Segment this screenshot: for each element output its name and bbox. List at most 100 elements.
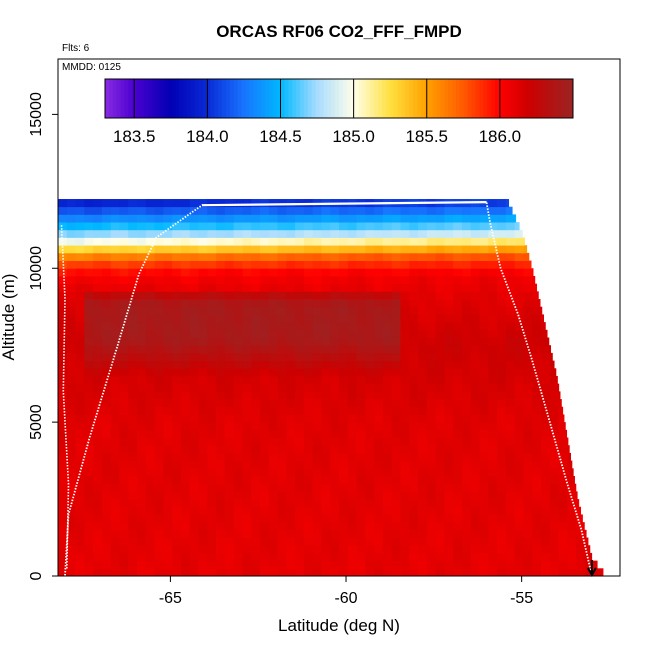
heatmap-cell [268, 322, 278, 331]
heatmap-cell [101, 529, 112, 538]
heatmap-cell [488, 483, 498, 492]
heatmap-cell [514, 514, 524, 523]
heatmap-cell [242, 568, 252, 577]
colorbar-swatch [128, 79, 133, 118]
heatmap-cell [374, 514, 384, 523]
heatmap-cell [128, 552, 138, 562]
heatmap-cell [470, 468, 480, 477]
heatmap-cell [145, 491, 155, 500]
heatmap-cell [295, 437, 305, 446]
heatmap-cell [356, 514, 366, 523]
heatmap-cell [198, 383, 208, 392]
heatmap-cell [145, 360, 155, 369]
heatmap-cell [172, 375, 182, 385]
heatmap-cell [312, 283, 322, 292]
heatmap-cell [251, 260, 261, 269]
heatmap-cell [382, 483, 393, 492]
heatmap-cell [66, 252, 76, 261]
heatmap-cell [549, 452, 559, 461]
heatmap-cell [84, 245, 94, 254]
heatmap-cell [128, 406, 138, 415]
heatmap-cell [321, 275, 331, 285]
heatmap-cell [339, 299, 349, 308]
heatmap-cell [558, 468, 568, 477]
heatmap-cell [321, 252, 331, 261]
heatmap-cell [374, 475, 384, 485]
heatmap-cell [461, 299, 472, 308]
heatmap-cell [365, 568, 375, 577]
heatmap-cell [540, 422, 551, 431]
heatmap-cell [444, 506, 454, 515]
heatmap-cell [66, 560, 76, 569]
heatmap-cell [84, 514, 94, 523]
heatmap-cell [180, 429, 191, 438]
heatmap-cell [461, 475, 472, 485]
heatmap-cell [470, 252, 480, 261]
heatmap-cell [461, 337, 472, 346]
heatmap-cell [470, 375, 480, 385]
heatmap-cell [435, 422, 445, 431]
heatmap-cell [321, 506, 331, 515]
heatmap-cell [505, 468, 516, 477]
heatmap-cell [154, 491, 164, 500]
heatmap-cell [128, 322, 138, 331]
heatmap-cell [286, 268, 296, 277]
heatmap-cell [137, 491, 147, 500]
heatmap-cell [180, 352, 191, 361]
heatmap-cell [259, 222, 270, 231]
heatmap-cell [339, 375, 349, 385]
heatmap-cell [444, 260, 454, 269]
colorbar-swatch [456, 79, 461, 118]
heatmap-cell [576, 552, 586, 562]
heatmap-cell [259, 237, 270, 246]
heatmap-cell [453, 252, 463, 261]
heatmap-cell [391, 375, 401, 385]
heatmap-cell [382, 206, 393, 215]
heatmap-cell [330, 568, 340, 577]
heatmap-cell [444, 352, 454, 361]
x-tick-label: -60 [334, 590, 357, 607]
heatmap-cell [66, 545, 76, 554]
heatmap-cell [479, 452, 489, 461]
heatmap-cell [163, 537, 173, 546]
heatmap-cell [242, 283, 252, 292]
heatmap-cell [321, 491, 331, 500]
heatmap-cell [312, 552, 322, 562]
heatmap-cell [374, 375, 384, 385]
heatmap-cell [435, 437, 445, 446]
heatmap-cell [453, 452, 463, 461]
heatmap-cell [567, 522, 577, 531]
heatmap-cell [461, 499, 472, 508]
heatmap-cell [488, 560, 498, 569]
heatmap-cell [251, 506, 261, 515]
heatmap-cell [216, 452, 226, 461]
heatmap-cell [251, 383, 261, 392]
heatmap-cell [145, 245, 155, 254]
heatmap-cell [93, 483, 103, 492]
heatmap-cell [330, 283, 340, 292]
heatmap-cell [154, 199, 164, 208]
heatmap-cell [75, 329, 85, 338]
heatmap-cell [488, 306, 498, 315]
heatmap-cell [233, 260, 243, 269]
heatmap-cell [295, 552, 305, 562]
heatmap-cell [93, 237, 103, 246]
heatmap-cell [374, 452, 384, 461]
heatmap-cell [444, 291, 454, 300]
heatmap-cell [189, 314, 199, 323]
heatmap-cell [356, 414, 366, 423]
heatmap-cell [497, 360, 507, 369]
heatmap-cell [540, 345, 551, 354]
heatmap-cell [286, 552, 296, 562]
heatmap-cell [505, 245, 516, 254]
colorbar-tick-label: 186.0 [479, 127, 522, 146]
heatmap-cell [128, 522, 138, 531]
heatmap-cell [251, 475, 261, 485]
heatmap-cell [207, 222, 217, 231]
heatmap-cell [523, 491, 533, 500]
heatmap-cell [321, 360, 331, 369]
heatmap-cell [514, 268, 524, 277]
heatmap-cell [435, 383, 445, 392]
heatmap-cell [295, 222, 305, 231]
heatmap-cell [303, 268, 314, 277]
